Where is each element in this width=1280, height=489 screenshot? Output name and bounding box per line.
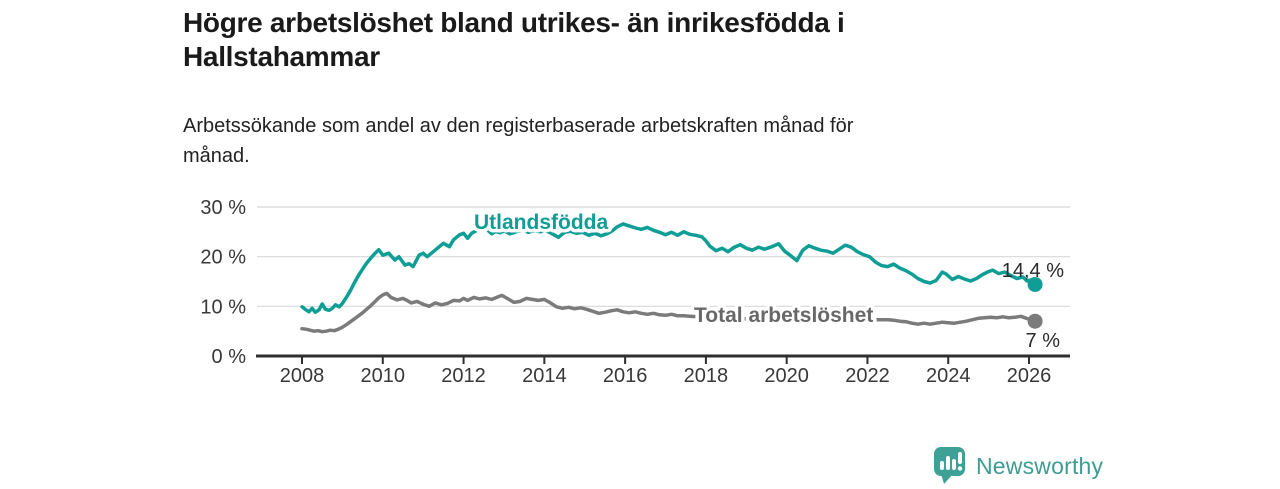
x-tick-label: 2020	[764, 365, 809, 387]
series-label-utlandsfodda: Utlandsfödda	[474, 211, 608, 234]
brand-name: Newsworthy	[976, 453, 1104, 479]
series-end-dot-total	[1027, 313, 1043, 329]
chart-subtitle: Arbetssökande som andel av den registerb…	[183, 111, 853, 171]
newsworthy-logo-icon	[933, 444, 967, 489]
x-tick-label: 2016	[603, 365, 648, 387]
y-tick-label: 0 %	[212, 346, 247, 368]
series-end-dot-utlandsfodda	[1027, 276, 1043, 292]
x-tick-label: 2010	[361, 365, 406, 387]
x-tick-label: 2014	[522, 365, 567, 387]
x-tick-label: 2008	[280, 365, 325, 387]
y-tick-label: 20 %	[200, 247, 246, 269]
x-tick-label: 2018	[684, 365, 729, 387]
x-tick-label: 2024	[926, 365, 971, 387]
subtitle-line-1: Arbetssökande som andel av den registerb…	[183, 115, 854, 137]
y-tick-label: 10 %	[200, 296, 246, 318]
subtitle-line-2: månad.	[183, 145, 250, 167]
x-tick-label: 2026	[1007, 365, 1052, 387]
title-line-2: Hallstahammar	[183, 41, 380, 72]
title-line-1: Högre arbetslöshet bland utrikes- än inr…	[183, 7, 845, 38]
series-line-utlandsfodda	[300, 222, 1037, 315]
series-end-value-total: 7 %	[1026, 330, 1061, 352]
series-line-total	[300, 291, 1037, 334]
series-label-total: Total arbetslöshet	[694, 304, 873, 327]
x-tick-label: 2012	[441, 365, 486, 387]
chart-header: Högre arbetslöshet bland utrikes- än inr…	[183, 6, 845, 74]
x-tick-label: 2022	[845, 365, 890, 387]
y-tick-label: 30 %	[200, 197, 246, 219]
page-title: Högre arbetslöshet bland utrikes- än inr…	[183, 6, 845, 74]
series-end-value-utlandsfodda: 14,4 %	[1002, 260, 1064, 282]
brand-footer: Newsworthy	[933, 444, 1103, 489]
